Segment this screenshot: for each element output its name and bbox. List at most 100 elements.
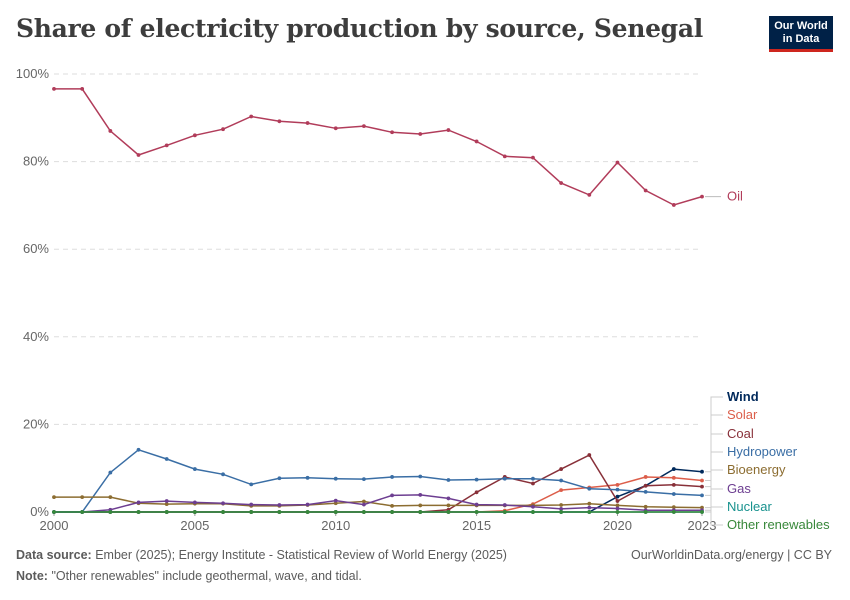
data-point[interactable]: [446, 128, 451, 132]
data-point[interactable]: [277, 510, 282, 514]
series-other-renewables[interactable]: [52, 510, 704, 514]
data-point[interactable]: [333, 510, 338, 514]
series-line[interactable]: [54, 496, 703, 509]
data-point[interactable]: [531, 504, 535, 509]
data-point[interactable]: [390, 130, 394, 135]
data-point[interactable]: [221, 501, 225, 506]
data-point[interactable]: [277, 476, 282, 481]
data-point[interactable]: [531, 155, 535, 160]
data-point[interactable]: [52, 495, 56, 500]
data-point[interactable]: [108, 510, 113, 514]
data-point[interactable]: [700, 493, 704, 498]
data-point[interactable]: [700, 469, 704, 474]
series-line[interactable]: [54, 448, 703, 513]
data-point[interactable]: [531, 481, 535, 486]
data-point[interactable]: [164, 143, 169, 148]
data-point[interactable]: [390, 503, 394, 508]
data-point[interactable]: [474, 490, 479, 495]
series-wind[interactable]: [52, 467, 704, 514]
data-point[interactable]: [559, 507, 564, 511]
data-point[interactable]: [164, 499, 169, 503]
data-point[interactable]: [531, 510, 535, 514]
data-point[interactable]: [587, 192, 592, 197]
data-point[interactable]: [615, 160, 620, 165]
data-point[interactable]: [333, 476, 338, 481]
data-point[interactable]: [643, 510, 648, 514]
data-point[interactable]: [192, 510, 197, 514]
data-point[interactable]: [671, 467, 676, 471]
data-point[interactable]: [418, 493, 423, 497]
data-point[interactable]: [277, 503, 282, 507]
data-point[interactable]: [474, 139, 479, 144]
data-point[interactable]: [80, 86, 85, 91]
data-point[interactable]: [418, 510, 423, 514]
data-point[interactable]: [643, 483, 648, 488]
data-point[interactable]: [700, 478, 704, 483]
data-point[interactable]: [249, 482, 254, 487]
data-point[interactable]: [108, 495, 113, 500]
data-point[interactable]: [615, 494, 620, 499]
data-point[interactable]: [305, 475, 310, 480]
data-point[interactable]: [390, 510, 394, 514]
data-point[interactable]: [700, 194, 704, 199]
data-point[interactable]: [192, 467, 197, 471]
data-point[interactable]: [136, 510, 141, 514]
data-point[interactable]: [700, 505, 704, 510]
data-point[interactable]: [305, 510, 310, 514]
data-point[interactable]: [474, 510, 479, 514]
data-point[interactable]: [249, 510, 254, 514]
data-point[interactable]: [446, 496, 451, 501]
data-point[interactable]: [587, 501, 592, 506]
owid-logo[interactable]: Our World in Data: [769, 16, 833, 52]
data-point[interactable]: [164, 510, 169, 514]
data-point[interactable]: [559, 488, 564, 492]
data-point[interactable]: [164, 502, 169, 507]
data-point[interactable]: [615, 482, 620, 487]
data-point[interactable]: [502, 503, 507, 507]
data-point[interactable]: [671, 203, 676, 207]
data-point[interactable]: [502, 154, 507, 159]
data-point[interactable]: [587, 453, 592, 457]
data-point[interactable]: [305, 121, 310, 125]
data-point[interactable]: [502, 476, 507, 481]
data-point[interactable]: [615, 506, 620, 511]
data-point[interactable]: [277, 119, 282, 124]
data-point[interactable]: [671, 492, 676, 496]
data-point[interactable]: [587, 510, 592, 514]
footer-url[interactable]: OurWorldinData.org/energy | CC BY: [630, 548, 832, 562]
data-point[interactable]: [446, 478, 451, 482]
data-point[interactable]: [221, 127, 225, 132]
data-point[interactable]: [80, 495, 85, 500]
data-point[interactable]: [615, 510, 620, 514]
data-point[interactable]: [305, 502, 310, 507]
data-point[interactable]: [671, 475, 676, 480]
data-point[interactable]: [531, 476, 535, 481]
data-point[interactable]: [671, 505, 676, 510]
data-point[interactable]: [390, 493, 394, 498]
data-point[interactable]: [192, 133, 197, 138]
data-point[interactable]: [559, 478, 564, 483]
data-point[interactable]: [615, 487, 620, 492]
data-point[interactable]: [333, 501, 338, 506]
data-point[interactable]: [390, 475, 394, 479]
data-point[interactable]: [333, 126, 338, 131]
data-point[interactable]: [700, 510, 704, 514]
data-point[interactable]: [136, 500, 141, 505]
series-line[interactable]: [54, 494, 702, 513]
data-point[interactable]: [362, 477, 366, 482]
series-gas[interactable]: [52, 493, 704, 514]
data-point[interactable]: [249, 502, 254, 507]
data-point[interactable]: [192, 500, 197, 505]
data-point[interactable]: [108, 470, 113, 475]
data-point[interactable]: [418, 132, 423, 136]
data-point[interactable]: [559, 467, 564, 471]
data-point[interactable]: [643, 188, 648, 193]
series-oil[interactable]: [52, 86, 704, 207]
data-point[interactable]: [108, 129, 113, 133]
data-point[interactable]: [362, 502, 366, 507]
data-point[interactable]: [643, 504, 648, 509]
data-point[interactable]: [643, 475, 648, 479]
data-point[interactable]: [671, 482, 676, 487]
data-point[interactable]: [418, 474, 423, 479]
data-point[interactable]: [333, 498, 338, 503]
